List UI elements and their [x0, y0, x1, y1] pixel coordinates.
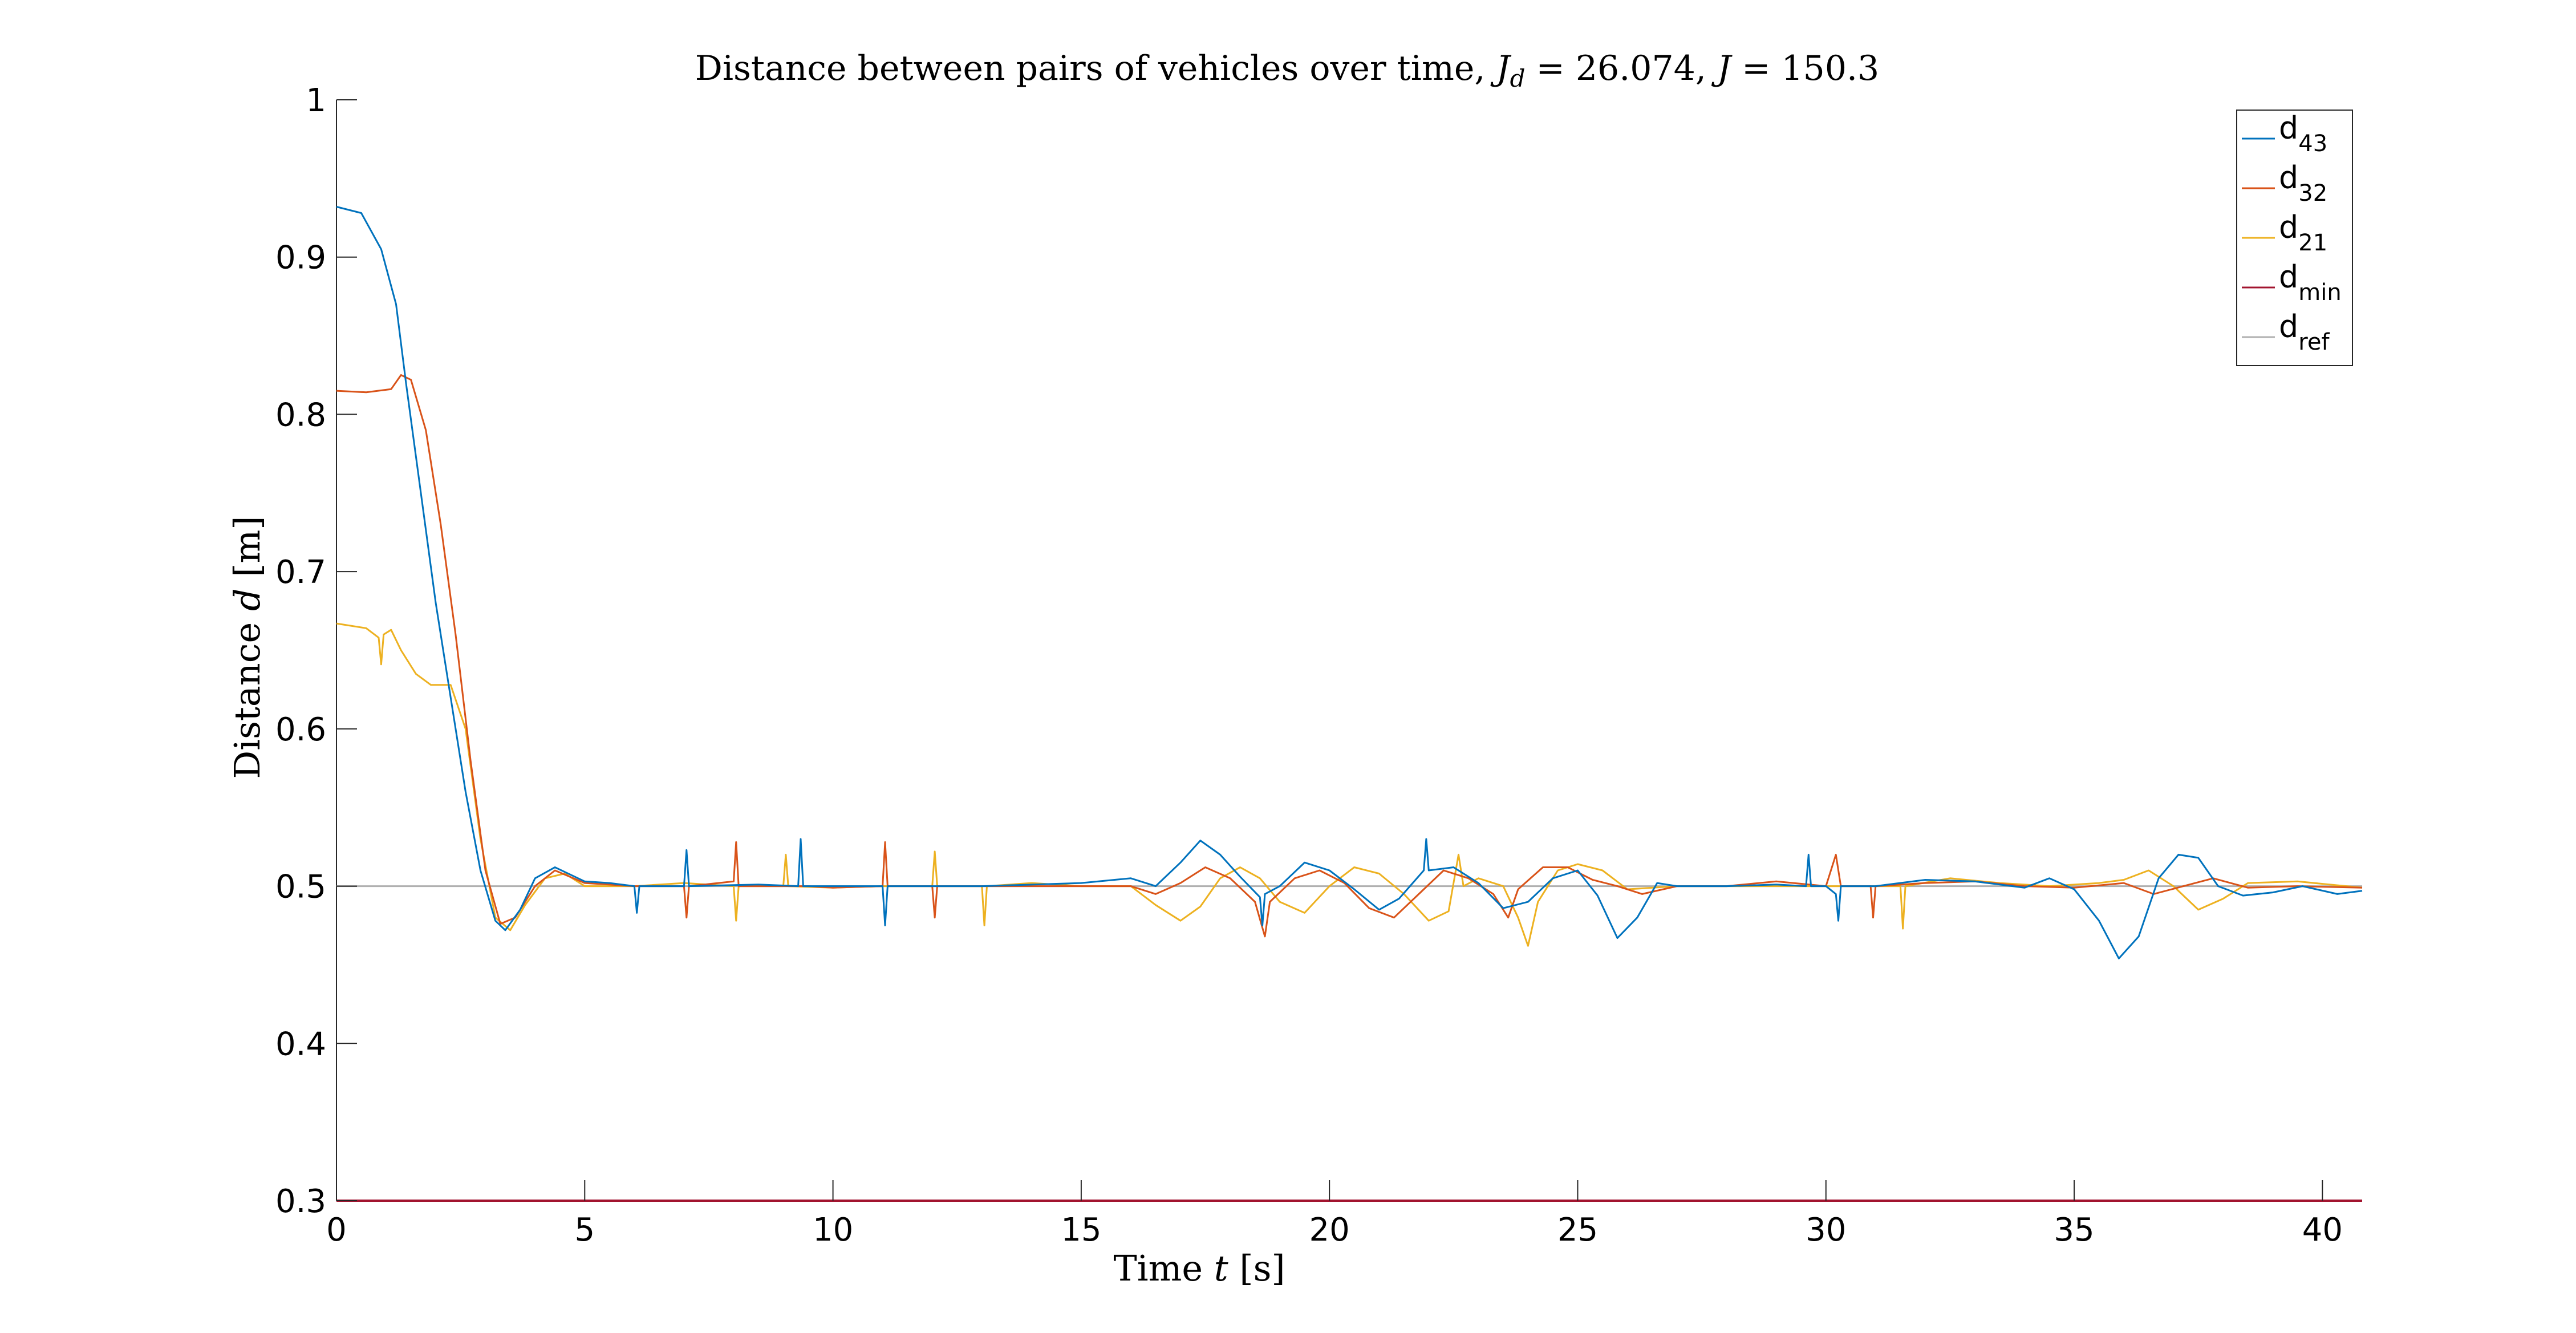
legend-label-d43: d43 [2279, 110, 2327, 157]
y-axis-ticks: 0.3 0.4 0.5 0.6 0.7 0.8 0.9 1 [275, 82, 357, 1220]
y-tick-label: 1 [306, 82, 326, 119]
y-tick-label: 0.6 [275, 711, 326, 748]
y-tick-label: 0.4 [275, 1026, 326, 1063]
x-tick-label: 40 [2302, 1212, 2343, 1249]
legend: d43 d32 d21 dmin dref [2236, 110, 2353, 366]
series-layer [336, 206, 2363, 1202]
x-tick-label: 0 [326, 1212, 347, 1249]
series-line-d43 [336, 206, 2363, 959]
legend-item-d32: d32 [2242, 160, 2327, 206]
series-line-d21 [336, 622, 2363, 947]
y-tick-label: 0.3 [275, 1183, 326, 1220]
x-tick-label: 20 [1309, 1212, 1350, 1249]
x-axis-label: Time t [s] [1113, 1247, 1285, 1289]
x-tick-label: 30 [1806, 1212, 1846, 1249]
legend-label-dref: dref [2279, 309, 2330, 355]
x-tick-label: 35 [2054, 1212, 2094, 1249]
legend-item-d43: d43 [2242, 110, 2327, 157]
y-tick-label: 0.5 [275, 869, 326, 906]
x-tick-label: 15 [1061, 1212, 1101, 1249]
series-line-d32 [336, 374, 2363, 938]
y-tick-label: 0.8 [275, 396, 326, 433]
legend-label-dmin: dmin [2279, 259, 2342, 306]
y-axis-label: Distance d [m] [226, 516, 268, 779]
x-tick-label: 10 [813, 1212, 853, 1249]
x-tick-label: 25 [1557, 1212, 1598, 1249]
legend-item-dmin: dmin [2242, 259, 2342, 306]
legend-item-dref: dref [2242, 309, 2330, 355]
legend-label-d32: d32 [2279, 160, 2327, 206]
chart-title: Distance between pairs of vehicles over … [695, 48, 1879, 92]
x-tick-label: 5 [574, 1212, 595, 1249]
legend-label-d21: d21 [2279, 209, 2327, 256]
legend-item-d21: d21 [2242, 209, 2327, 256]
y-tick-label: 0.7 [275, 554, 326, 591]
y-tick-label: 0.9 [275, 240, 326, 277]
x-axis-ticks: 0 5 10 15 20 25 30 35 40 [326, 1180, 2343, 1249]
